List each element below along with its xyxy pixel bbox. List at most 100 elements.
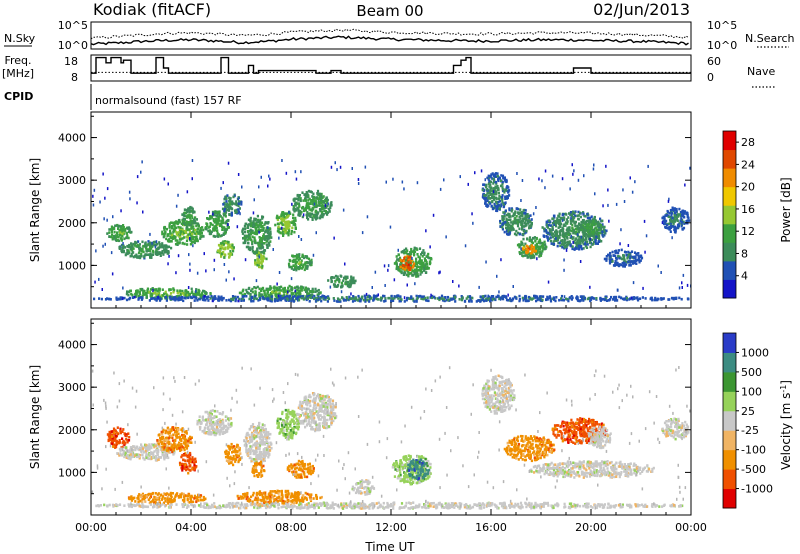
power-cell <box>579 239 582 243</box>
power-cell <box>110 228 113 231</box>
power-cell <box>590 223 593 226</box>
power-cell <box>232 202 235 205</box>
power-speckle <box>272 248 274 251</box>
power-cell <box>667 215 670 219</box>
power-cell <box>305 213 308 217</box>
power-cell <box>680 217 683 220</box>
power-speckle <box>223 263 226 266</box>
power-cell <box>530 256 533 259</box>
power-cell <box>287 231 290 235</box>
velocity-cell <box>125 434 128 438</box>
power-cell <box>129 254 132 258</box>
power-cell <box>319 215 322 219</box>
power-cell <box>582 247 585 250</box>
power-cell <box>668 227 671 230</box>
velocity-cell <box>122 445 125 449</box>
power-cell <box>253 236 256 239</box>
power-speckle <box>589 285 591 289</box>
power-cell <box>522 254 525 258</box>
power-cell <box>398 268 401 271</box>
power-cell <box>574 227 577 231</box>
power-cell <box>261 237 264 240</box>
power-cell <box>326 213 329 216</box>
power-cell <box>499 225 502 228</box>
velocity-cell <box>119 427 122 431</box>
power-cell <box>637 254 640 258</box>
power-cell <box>295 197 298 201</box>
power-cell <box>546 298 549 301</box>
power-cell <box>461 296 464 299</box>
power-cell <box>502 205 505 209</box>
power-speckle <box>565 248 568 252</box>
power-cell <box>191 216 194 219</box>
power-cell <box>288 284 291 288</box>
power-cell <box>241 232 244 235</box>
power-cell <box>221 207 225 211</box>
power-speckle <box>571 163 573 167</box>
velocity-cell <box>116 441 119 444</box>
power-colorbar-label-1: 8 <box>741 247 748 260</box>
power-cell <box>189 295 192 299</box>
power-cell <box>222 251 225 254</box>
power-cell <box>269 235 272 238</box>
power-cell <box>595 232 598 235</box>
power-cell <box>609 257 612 261</box>
power-cell <box>626 257 629 260</box>
power-cell <box>280 298 283 302</box>
power-cell <box>475 300 478 303</box>
power-cell <box>562 218 566 221</box>
power-speckle <box>594 192 596 196</box>
power-cell <box>494 185 497 188</box>
power-cell <box>399 258 402 262</box>
power-cell <box>176 241 179 245</box>
power-cell <box>320 195 323 199</box>
power-cell <box>218 214 221 217</box>
power-cell <box>429 257 432 260</box>
power-colorbar-segment-0 <box>723 279 736 299</box>
power-cell <box>661 297 664 301</box>
power-cell <box>224 231 227 235</box>
power-cell <box>625 296 629 300</box>
power-cell <box>675 215 678 219</box>
power-cell <box>574 210 577 213</box>
power-cell <box>536 297 539 300</box>
power-cell <box>582 225 586 229</box>
velocity-cell <box>157 456 161 459</box>
power-cell <box>169 236 172 239</box>
power-cell <box>524 215 527 218</box>
power-speckle <box>459 175 461 179</box>
power-cell <box>290 221 294 224</box>
power-cell <box>524 254 527 257</box>
power-cell <box>334 280 337 283</box>
power-cell <box>579 295 582 298</box>
power-cell <box>258 236 261 239</box>
power-cell <box>256 214 259 218</box>
power-cell <box>584 244 587 248</box>
power-cell <box>617 251 620 255</box>
power-cell <box>307 199 310 202</box>
power-cell <box>117 235 120 239</box>
power-cell <box>270 295 273 298</box>
power-cell <box>195 239 198 242</box>
power-speckle <box>472 221 474 225</box>
power-speckle <box>602 204 604 208</box>
power-colorbar-label-5: 24 <box>741 158 755 171</box>
power-cell <box>258 298 262 301</box>
power-cell <box>260 229 263 232</box>
power-speckle <box>336 168 338 172</box>
power-cell <box>213 235 216 238</box>
power-cell <box>268 233 271 237</box>
power-cell <box>156 289 159 293</box>
power-cell <box>227 252 230 256</box>
power-cell <box>614 299 617 302</box>
power-cell <box>195 218 198 221</box>
power-speckle <box>260 175 262 179</box>
power-cell <box>260 262 263 266</box>
power-cell <box>382 294 385 298</box>
power-speckle <box>186 190 189 194</box>
power-speckle <box>414 282 416 286</box>
power-cell <box>523 297 526 300</box>
power-cell <box>148 299 151 302</box>
power-cell <box>122 229 125 232</box>
power-cell <box>197 232 200 235</box>
